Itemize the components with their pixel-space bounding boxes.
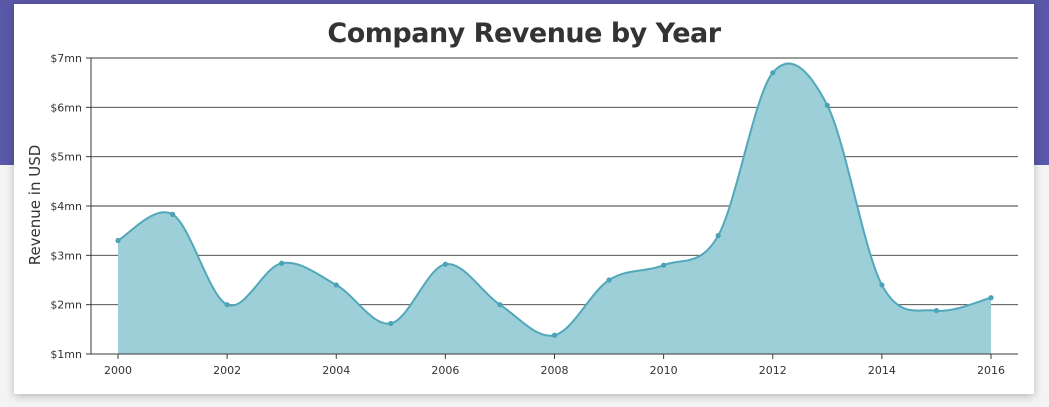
x-tick-label: 2002 [213, 364, 241, 377]
data-point [715, 233, 721, 239]
y-axis-title: Revenue in USD [26, 145, 44, 266]
y-tick-label: $1mn [50, 348, 82, 361]
data-point [442, 261, 448, 267]
x-tick-label: 2004 [322, 364, 350, 377]
data-point [879, 282, 885, 288]
data-point [497, 302, 503, 308]
y-tick-label: $7mn [50, 52, 82, 65]
y-tick-label: $4mn [50, 200, 82, 213]
x-tick-label: 2014 [868, 364, 896, 377]
revenue-line [117, 62, 992, 337]
x-tick-label: 2010 [650, 364, 678, 377]
revenue-area [118, 63, 991, 355]
data-point [388, 320, 394, 327]
data-point [115, 237, 121, 244]
data-point [333, 282, 339, 288]
y-tick-labels: $1mn $2mn $3mn $4mn $5mn $6mn $7mn [50, 52, 82, 361]
grid-layer [91, 57, 1018, 306]
axis-layer [86, 57, 1018, 359]
x-tick-label: 2006 [431, 364, 459, 377]
data-point [933, 307, 940, 314]
x-tick-label: 2012 [759, 364, 787, 377]
data-point [770, 70, 776, 76]
data-point [169, 211, 176, 217]
chart-title: Company Revenue by Year [327, 18, 721, 49]
data-point [824, 102, 830, 108]
x-tick-labels: 2000 2002 2004 2006 2008 2010 2012 2014 2016 [104, 364, 1005, 377]
data-point [606, 277, 612, 283]
y-tick-label: $2mn [50, 299, 82, 312]
data-point [279, 260, 285, 266]
data-point [551, 332, 558, 338]
y-tick-label: $6mn [50, 101, 82, 114]
y-tick-label: $3mn [50, 249, 82, 262]
x-tick-label: 2000 [104, 364, 132, 377]
y-tick-label: $5mn [50, 151, 82, 164]
x-tick-label: 2008 [541, 364, 569, 377]
x-tick-label: 2016 [977, 364, 1005, 377]
data-point [224, 302, 230, 308]
marker-layer [115, 70, 994, 338]
data-point [988, 295, 994, 301]
data-point [661, 262, 667, 268]
